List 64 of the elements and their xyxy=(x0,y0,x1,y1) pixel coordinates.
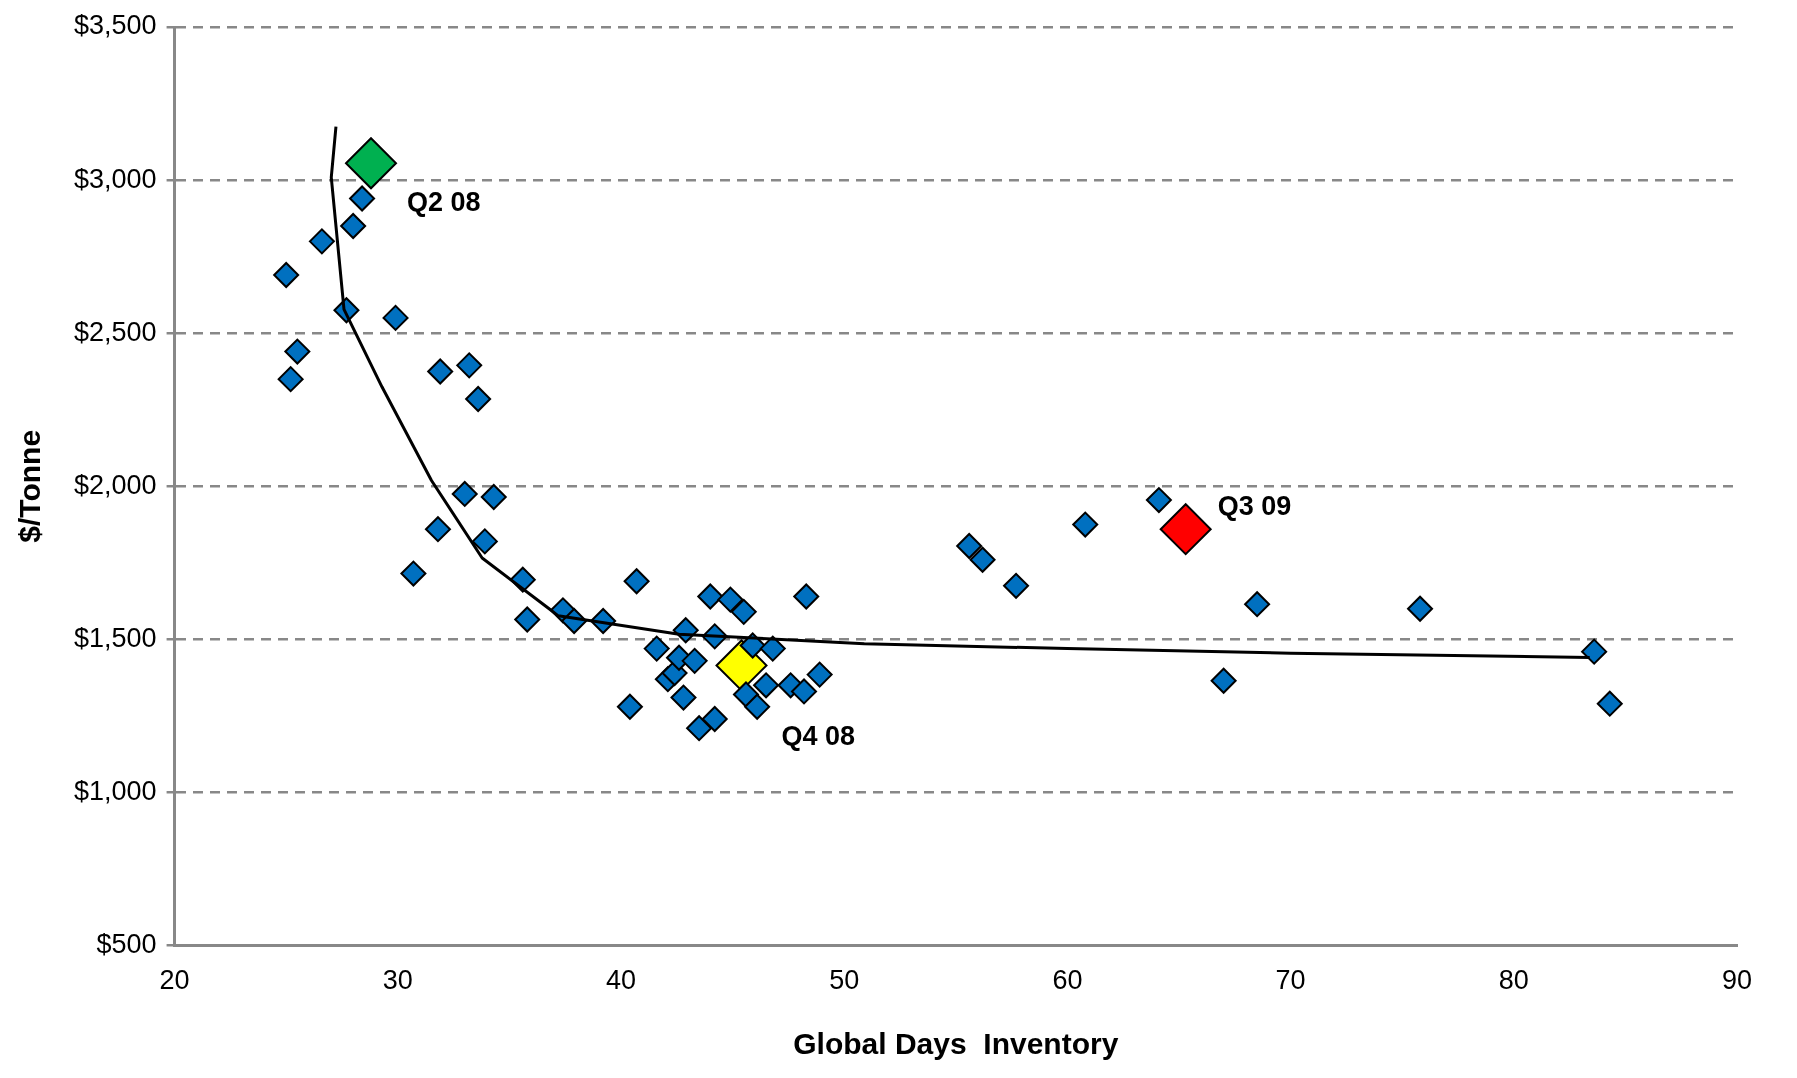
x-tick-label: 90 xyxy=(1721,965,1753,996)
point xyxy=(427,358,454,385)
point xyxy=(471,528,498,555)
point xyxy=(349,185,376,212)
point xyxy=(616,693,643,720)
point xyxy=(1596,690,1623,717)
annotation: Q3 09 xyxy=(1217,490,1292,521)
annotation: Q4 08 xyxy=(781,720,856,751)
point xyxy=(277,366,304,393)
y-axis-title: $/Tonne xyxy=(13,429,47,543)
y-tick-label: $3,000 xyxy=(73,163,157,194)
point xyxy=(340,213,367,240)
point xyxy=(623,568,650,595)
point xyxy=(793,583,820,610)
x-tick-label: 60 xyxy=(1052,965,1083,996)
point xyxy=(686,715,713,742)
point xyxy=(753,672,780,699)
point xyxy=(791,678,818,705)
point xyxy=(670,684,697,711)
point xyxy=(681,647,708,674)
point xyxy=(382,304,409,331)
annotation: Q2 08 xyxy=(407,186,481,217)
x-tick-label: 50 xyxy=(829,965,860,996)
point xyxy=(1210,667,1237,694)
point xyxy=(717,586,744,613)
point xyxy=(273,262,300,289)
point xyxy=(345,137,397,190)
y-tick-label: $1,500 xyxy=(73,622,157,653)
x-tick-label: 20 xyxy=(159,965,190,996)
point xyxy=(514,606,541,633)
point xyxy=(730,598,757,625)
point xyxy=(701,706,728,733)
point xyxy=(744,693,771,720)
y-tick-label: $500 xyxy=(96,929,157,960)
point xyxy=(697,583,724,610)
point xyxy=(465,386,492,413)
y-tick-label: $2,500 xyxy=(73,316,157,347)
point xyxy=(456,352,483,379)
x-tick-label: 80 xyxy=(1498,965,1529,996)
point xyxy=(424,516,451,543)
y-tick-label: $1,000 xyxy=(73,775,157,806)
point xyxy=(1244,591,1271,618)
y-tick-label: $2,000 xyxy=(73,469,157,500)
x-tick-label: 70 xyxy=(1275,965,1306,996)
point xyxy=(806,661,833,688)
point xyxy=(400,560,427,587)
point xyxy=(1072,511,1099,538)
point xyxy=(480,484,507,511)
x-axis-title: Global Days Inventory xyxy=(793,1027,1119,1061)
point xyxy=(1003,572,1030,599)
point xyxy=(451,480,478,507)
point xyxy=(1407,595,1434,622)
point xyxy=(284,338,311,365)
point xyxy=(308,228,335,255)
point xyxy=(969,546,996,573)
point xyxy=(1145,487,1172,514)
point xyxy=(1581,638,1608,665)
point xyxy=(1159,503,1212,556)
point xyxy=(759,635,786,662)
point xyxy=(956,533,983,560)
point xyxy=(643,635,670,662)
y-tick-label: $3,500 xyxy=(73,10,157,41)
x-tick-label: 40 xyxy=(605,965,637,996)
x-tick-label: 30 xyxy=(382,965,413,996)
